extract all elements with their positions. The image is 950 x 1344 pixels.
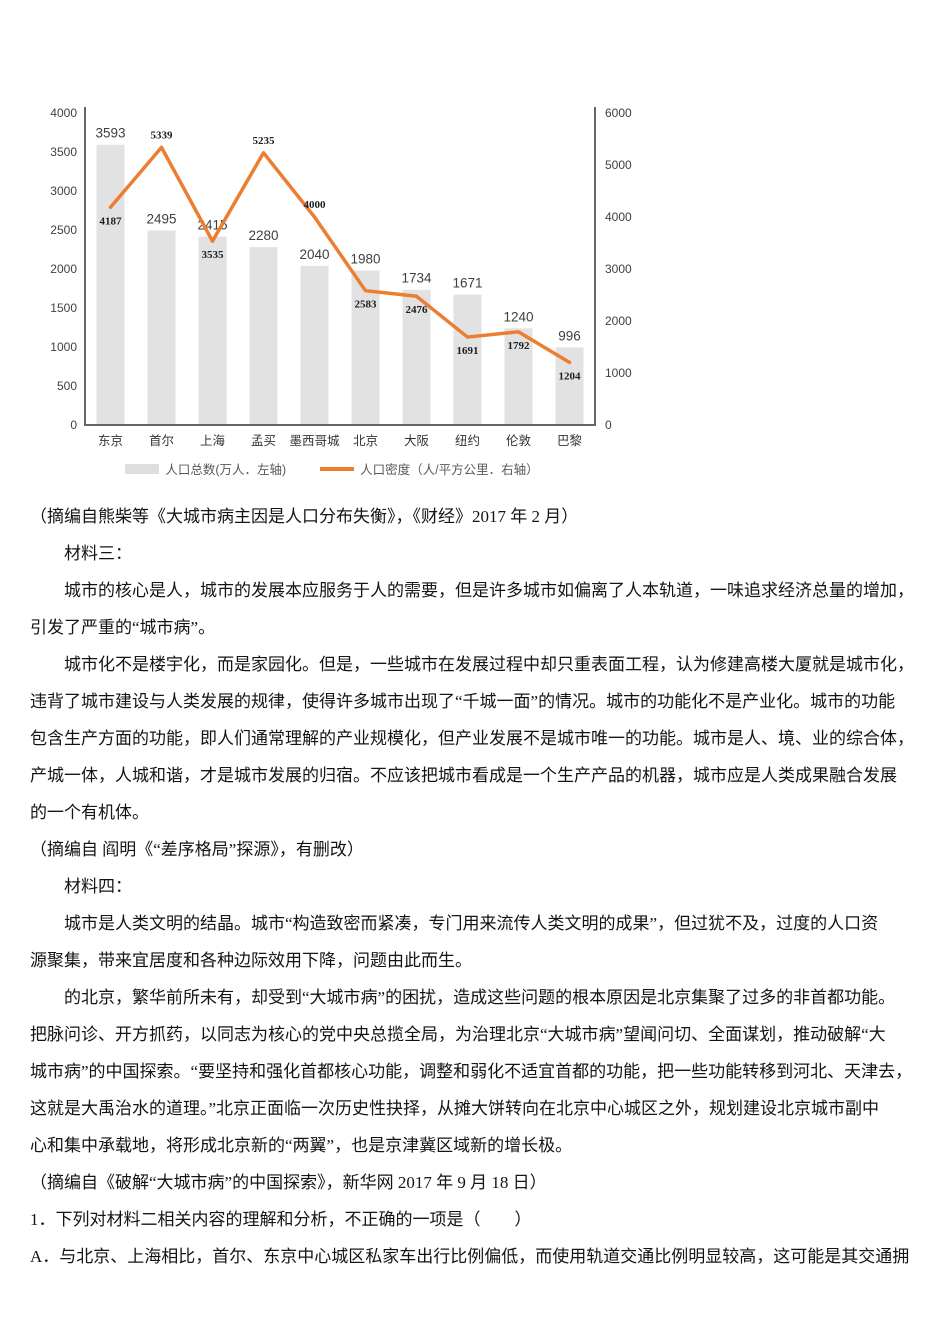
svg-text:3500: 3500: [50, 145, 77, 159]
svg-text:东京: 东京: [98, 434, 123, 448]
svg-text:2500: 2500: [50, 223, 77, 237]
text-line-20: 1．下列对材料二相关内容的理解和分析，不正确的一项是（ ）: [30, 1210, 532, 1229]
text-line-15: 把脉问诊、开方抓药，以同志为核心的党中央总揽全局，为治理北京“大城市病”望闻问切…: [30, 1025, 886, 1044]
svg-text:墨西哥城: 墨西哥城: [289, 434, 340, 448]
svg-text:1500: 1500: [50, 301, 77, 315]
text-line-19: （摘编自《破解“大城市病”的中国探索》，新华网 2017 年 9 月 18 日）: [30, 1173, 547, 1192]
text-line-7: 包含生产方面的功能，即人们通常理解的产业规模化，但产业发展不是城市唯一的功能。城…: [30, 729, 914, 748]
svg-text:孟买: 孟买: [251, 434, 276, 448]
svg-text:3593: 3593: [95, 126, 125, 141]
svg-text:2000: 2000: [50, 262, 77, 276]
svg-text:5235: 5235: [253, 135, 276, 147]
text-line-16: 城市病”的中国探索。“要坚持和强化首都核心功能，调整和弱化不适宜首都的功能，把一…: [30, 1062, 913, 1081]
text-line-10: （摘编自 阎明《“差序格局”探源》，有删改）: [30, 840, 364, 859]
text-line-14: 的北京，繁华前所未有，却受到“大城市病”的困扰，造成这些问题的根本原因是北京集聚…: [64, 988, 896, 1007]
svg-text:4000: 4000: [304, 199, 327, 211]
svg-text:北京: 北京: [353, 434, 378, 448]
svg-text:首尔: 首尔: [149, 433, 174, 448]
bar-series-label: 人口总数(万人．左轴): [165, 463, 287, 477]
text-line-1: （摘编自熊柴等《大城市病主因是人口分布失衡》，《财经》2017 年 2 月）: [30, 507, 579, 526]
svg-text:5339: 5339: [151, 129, 174, 141]
svg-text:1671: 1671: [452, 276, 482, 291]
text-line-8: 产城一体，人城和谐，才是城市发展的归宿。不应该把城市看成是一个生产产品的机器，城…: [30, 766, 897, 785]
svg-text:4187: 4187: [100, 215, 123, 227]
svg-text:6000: 6000: [605, 106, 632, 120]
svg-text:1204: 1204: [559, 370, 582, 382]
svg-text:5000: 5000: [605, 158, 632, 172]
svg-text:2000: 2000: [605, 314, 632, 328]
svg-text:1240: 1240: [503, 309, 533, 324]
svg-text:2280: 2280: [248, 228, 278, 243]
svg-text:2583: 2583: [355, 299, 378, 311]
svg-text:2476: 2476: [406, 304, 429, 316]
svg-text:500: 500: [57, 379, 77, 393]
text-line-9: 的一个有机体。: [30, 803, 149, 822]
text-line-4: 引发了严重的“城市病”。: [30, 618, 216, 637]
chart-legend: 人口总数(万人．左轴) 人口密度（人/平方公里．右轴）: [47, 459, 617, 478]
svg-text:0: 0: [605, 418, 612, 432]
text-line-2: 材料三：: [64, 544, 132, 563]
svg-text:1000: 1000: [50, 340, 77, 354]
svg-text:3535: 3535: [202, 249, 225, 261]
svg-text:2495: 2495: [146, 211, 176, 226]
combo-chart-svg: 0 500 1000 1500 2000 2500 3000 3500 4000 0 1000 200…: [50, 106, 632, 448]
svg-text:3000: 3000: [605, 262, 632, 276]
svg-text:上海: 上海: [200, 433, 226, 448]
line-series-swatch-icon: [320, 466, 355, 471]
legend-item-line: 人口密度（人/平方公里．右轴）: [320, 459, 539, 478]
svg-text:1691: 1691: [457, 345, 479, 357]
article-text: （摘编自熊柴等《大城市病主因是人口分布失衡》，《财经》2017 年 2 月） 材料…: [30, 498, 920, 1275]
population-chart: 0 500 1000 1500 2000 2500 3000 3500 4000 0 1000 200…: [47, 97, 647, 478]
svg-text:4000: 4000: [605, 210, 632, 224]
text-line-13: 源聚集，带来宜居度和各种边际效用下降，问题由此而生。: [30, 951, 472, 970]
text-line-12: 城市是人类文明的结晶。城市“构造致密而紧凑，专门用来流传人类文明的成果”，但过犹…: [64, 914, 879, 933]
svg-text:2040: 2040: [299, 247, 329, 262]
svg-text:1000: 1000: [605, 366, 632, 380]
svg-text:大阪: 大阪: [404, 434, 430, 448]
svg-text:纽约: 纽约: [455, 433, 480, 448]
svg-text:1792: 1792: [508, 340, 531, 352]
legend-item-bar: 人口总数(万人．左轴): [125, 459, 286, 478]
text-line-11: 材料四：: [64, 877, 132, 896]
svg-text:3000: 3000: [50, 184, 77, 198]
svg-text:4000: 4000: [50, 106, 77, 120]
text-line-18: 心和集中承载地，将形成北京新的“两翼”，也是京津冀区域新的增长极。: [30, 1136, 573, 1155]
svg-text:996: 996: [558, 328, 581, 343]
text-line-3: 城市的核心是人，城市的发展本应服务于人的需要，但是许多城市如偏离了人本轨道，一味…: [64, 581, 914, 600]
svg-text:1734: 1734: [401, 271, 432, 286]
svg-text:伦敦: 伦敦: [506, 433, 532, 448]
text-line-21: A．与北京、上海相比，首尔、东京中心城区私家车出行比例偏低，而使用轨道交通比例明…: [30, 1247, 910, 1266]
text-line-5: 城市化不是楼宇化，而是家园化。但是，一些城市在发展过程中却只重表面工程，认为修建…: [64, 655, 914, 674]
bar-series-swatch-icon: [125, 463, 160, 474]
svg-text:0: 0: [70, 418, 77, 432]
svg-text:1980: 1980: [350, 252, 380, 267]
text-line-17: 这就是大禹治水的道理。”北京正面临一次历史性抉择，从摊大饼转向在北京中心城区之外…: [30, 1099, 880, 1118]
svg-text:巴黎: 巴黎: [557, 434, 583, 448]
line-series-label: 人口密度（人/平方公里．右轴）: [360, 463, 539, 477]
text-line-6: 违背了城市建设与人类发展的规律，使得许多城市出现了“千城一面”的情况。城市的功能…: [30, 692, 896, 711]
